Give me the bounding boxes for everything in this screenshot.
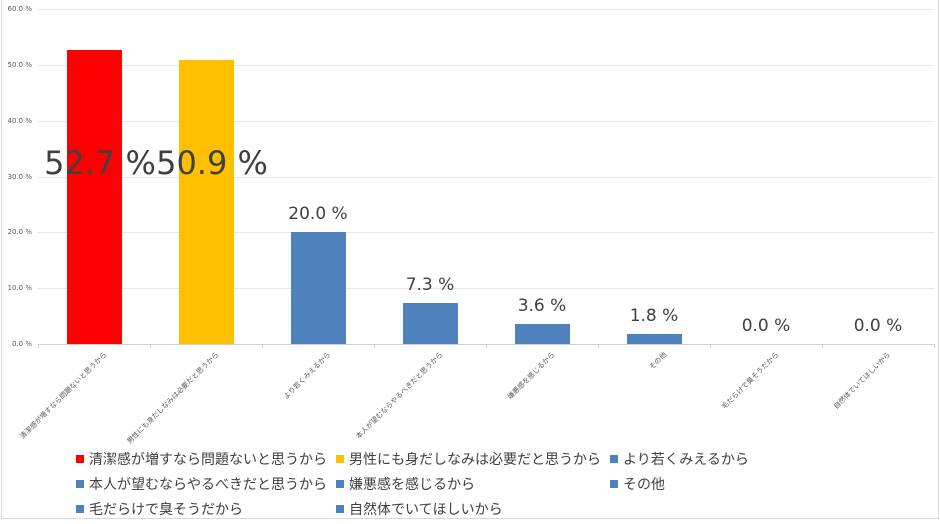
data-label: 7.3 % [405, 275, 455, 296]
legend-swatch-icon [336, 455, 344, 463]
bar [514, 323, 570, 344]
x-tick-mark [262, 344, 263, 348]
data-label: 1.8 % [629, 305, 679, 326]
gridline [38, 120, 934, 122]
legend-label: 本人が望むならやるべきだと思うから [89, 477, 327, 493]
bar [66, 49, 122, 344]
bar [626, 333, 682, 344]
x-category-label: 自然体でいてほしいから [832, 350, 893, 411]
x-tick-mark [486, 344, 487, 348]
data-label: 50.9 % [156, 144, 268, 182]
data-label: 0.0 % [741, 316, 791, 336]
bar [402, 303, 458, 344]
legend-item: 男性にも身だしなみは必要だと思うから [336, 449, 601, 469]
x-tick-mark [598, 344, 599, 348]
legend-item: より若くみえるから [610, 449, 749, 469]
x-category-label: 男性にも身だしなみは必要だと思うから [125, 350, 221, 446]
x-category-label: 毛だらけで臭そうだから [720, 350, 781, 411]
x-category-label: その他 [647, 350, 669, 372]
gridline [38, 176, 934, 178]
gridline [38, 288, 934, 290]
bar [290, 232, 346, 344]
legend-label: 男性にも身だしなみは必要だと思うから [349, 452, 601, 468]
gridline [38, 232, 934, 234]
bar [178, 59, 234, 344]
data-label: 3.6 % [517, 295, 567, 316]
legend-label: 自然体でいてほしいから [349, 502, 503, 518]
y-tick-label: 30.0 % [7, 172, 32, 181]
legend-item: 自然体でいてほしいから [336, 499, 503, 519]
legend-swatch-icon [76, 455, 84, 463]
legend-swatch-icon [336, 505, 344, 513]
x-tick-mark [38, 344, 39, 348]
x-category-label: 本人が望むならやるべきだと思うから [354, 350, 445, 441]
x-category-label: より若くみえるから [282, 350, 333, 401]
legend-swatch-icon [76, 480, 84, 488]
y-tick-label: 20.0 % [7, 228, 32, 237]
y-tick-label: 10.0 % [7, 284, 32, 293]
data-label: 52.7 % [44, 144, 156, 182]
x-tick-mark [934, 344, 935, 348]
data-label: 0.0 % [853, 316, 903, 336]
x-tick-mark [374, 344, 375, 348]
legend-item: 本人が望むならやるべきだと思うから [76, 474, 327, 494]
legend-item: その他 [610, 474, 665, 494]
gridline [38, 64, 934, 66]
x-category-label: 清潔感が増すなら問題ないと思うから [18, 350, 109, 441]
y-tick-label: 0.0 % [11, 340, 32, 348]
x-tick-mark [710, 344, 711, 348]
data-label: 20.0 % [288, 204, 348, 225]
legend-swatch-icon [610, 480, 618, 488]
legend-label: 嫌悪感を感じるから [349, 477, 475, 493]
x-category-label: 嫌悪感を感じるから [506, 350, 557, 401]
legend-swatch-icon [610, 455, 618, 463]
legend-item: 清潔感が増すなら問題ないと思うから [76, 449, 327, 469]
legend-swatch-icon [76, 505, 84, 513]
x-tick-mark [822, 344, 823, 348]
legend-item: 嫌悪感を感じるから [336, 474, 475, 494]
legend-label: より若くみえるから [623, 452, 749, 468]
y-tick-label: 60.0 % [7, 5, 32, 13]
legend-label: 毛だらけで臭そうだから [89, 502, 243, 518]
gridline [38, 9, 934, 10]
legend-label: 清潔感が増すなら問題ないと思うから [89, 452, 327, 468]
x-tick-mark [150, 344, 151, 348]
legend-item: 毛だらけで臭そうだから [76, 499, 243, 519]
y-tick-label: 40.0 % [7, 116, 32, 125]
legend-swatch-icon [336, 480, 344, 488]
y-tick-label: 50.0 % [7, 60, 32, 69]
legend-label: その他 [623, 477, 665, 493]
